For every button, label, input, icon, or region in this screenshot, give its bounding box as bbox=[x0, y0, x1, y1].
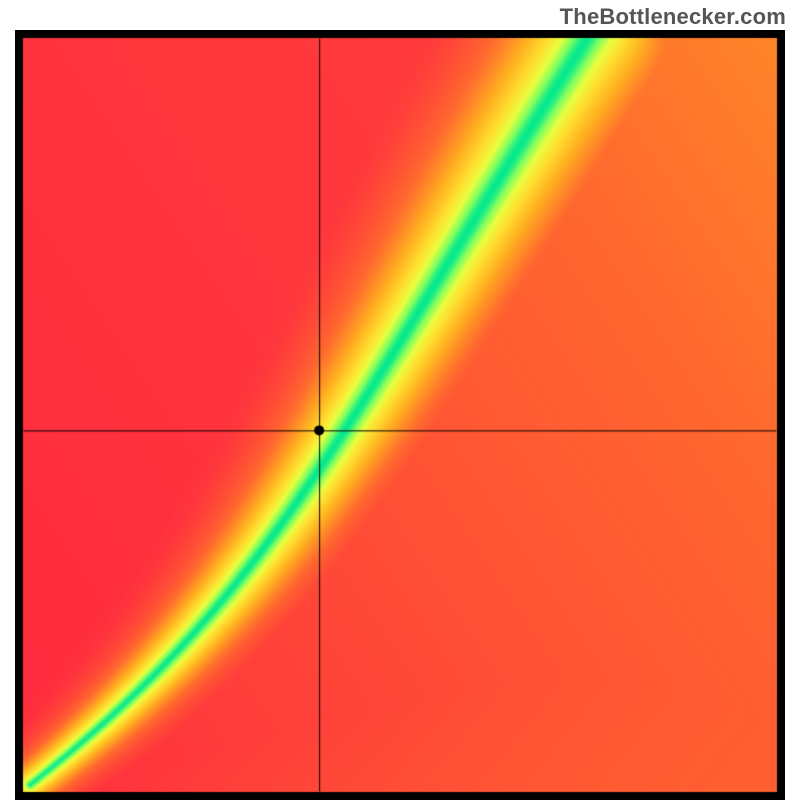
heatmap-canvas bbox=[15, 30, 785, 800]
watermark-text: TheBottlenecker.com bbox=[560, 4, 786, 30]
heatmap-plot bbox=[15, 30, 785, 800]
